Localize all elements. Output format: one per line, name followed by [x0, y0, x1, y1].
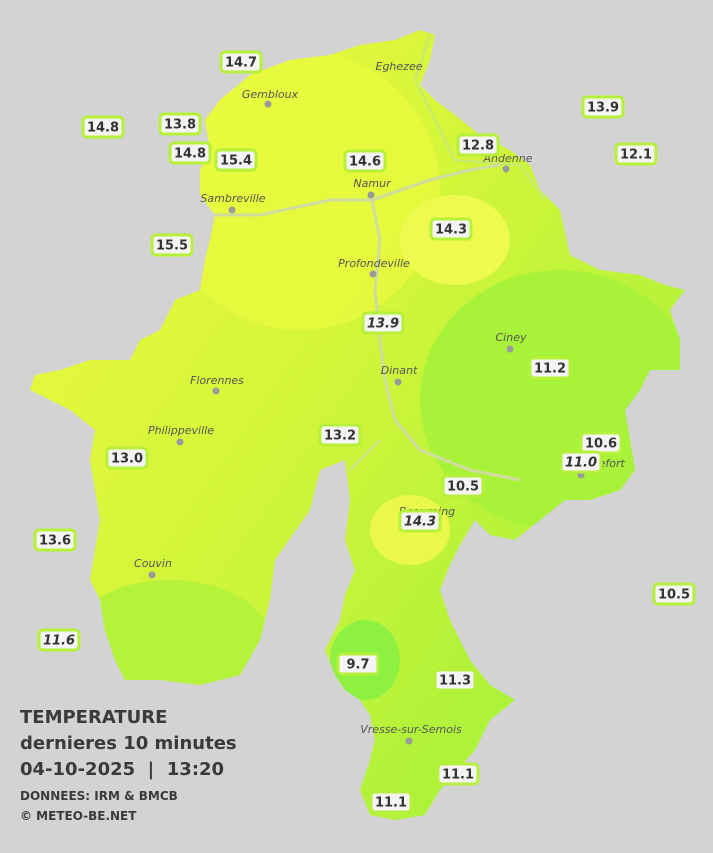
city-name: Namur [353, 177, 392, 190]
station-box [33, 528, 77, 552]
city-dot [228, 206, 236, 214]
station-box [429, 217, 473, 241]
station-temp: 12.8 [462, 139, 494, 154]
source: DONNEES: IRM & BMCB [20, 789, 178, 803]
station-temp: 11.6 [43, 634, 75, 649]
station-box [559, 450, 603, 474]
datetime: 04-10-2025 | 13:20 [20, 759, 224, 780]
station-temp: 14.7 [225, 56, 257, 71]
station-box [37, 628, 81, 652]
city-name: Florennes [190, 374, 244, 387]
station-temp: 14.3 [404, 515, 436, 530]
station-box [398, 509, 442, 533]
labels: EghezeeGemblouxAndenneNamurSambrevillePr… [33, 50, 696, 814]
city-dot [506, 345, 514, 353]
station-box [158, 112, 202, 136]
station-temp: 14.8 [174, 147, 206, 162]
station-temp: 15.4 [220, 154, 252, 169]
station-box [150, 233, 194, 257]
city-name: Dinant [381, 364, 418, 377]
station-temp: 9.7 [346, 658, 369, 673]
city-dot [176, 438, 184, 446]
station-temp: 10.6 [585, 437, 617, 452]
station-box [105, 446, 149, 470]
station-temp: 11.0 [565, 456, 597, 471]
station-temp: 13.2 [324, 429, 356, 444]
city-name: Profondeville [338, 257, 410, 270]
station-temp: 13.9 [367, 317, 399, 332]
station-temp: 14.3 [435, 223, 467, 238]
station-box [441, 474, 485, 498]
station-box [652, 582, 696, 606]
station-temp: 11.1 [442, 768, 474, 783]
station-box [219, 50, 263, 74]
station-temp: 13.0 [111, 452, 143, 467]
city-dot [502, 165, 510, 173]
city-name: Ciney [496, 331, 527, 344]
city-name: Eghezee [376, 60, 423, 73]
city-name: Couvin [134, 557, 172, 570]
station-box [318, 423, 362, 447]
title: TEMPERATURE [20, 707, 167, 728]
station-box [528, 356, 572, 380]
city-dot [212, 387, 220, 395]
city-dot [148, 571, 156, 579]
station-box [343, 149, 387, 173]
station-temp: 11.3 [439, 674, 471, 689]
station-box [336, 652, 380, 676]
station-box [361, 311, 405, 335]
station-temp: 10.5 [447, 480, 479, 495]
station-box [168, 141, 212, 165]
subtitle: dernieres 10 minutes [20, 733, 237, 754]
city-dot [394, 378, 402, 386]
station-box [369, 790, 413, 814]
station-temp: 13.9 [587, 101, 619, 116]
station-temp: 13.8 [164, 118, 196, 133]
station-box [614, 142, 658, 166]
city-dot [367, 191, 375, 199]
station-temp: 15.5 [156, 239, 188, 254]
city-dot [405, 737, 413, 745]
credit: © METEO-BE.NET [20, 809, 137, 823]
station-box [214, 148, 258, 172]
city-name: Sambreville [200, 192, 265, 205]
station-box [456, 133, 500, 157]
city-dot [264, 100, 272, 108]
city-name: Gembloux [242, 88, 299, 101]
station-temp: 11.1 [375, 796, 407, 811]
station-box [433, 668, 477, 692]
station-temp: 13.6 [39, 534, 71, 549]
station-temp: 14.8 [87, 121, 119, 136]
station-temp: 12.1 [620, 148, 652, 163]
station-temp: 14.6 [349, 155, 381, 170]
station-box [81, 115, 125, 139]
city-name: Philippeville [148, 424, 214, 437]
station-temp: 10.5 [658, 588, 690, 603]
city-name: Vresse-sur-Semois [360, 723, 462, 736]
city-dot [369, 270, 377, 278]
station-temp: 11.2 [534, 362, 566, 377]
station-box [581, 95, 625, 119]
station-box [436, 762, 480, 786]
